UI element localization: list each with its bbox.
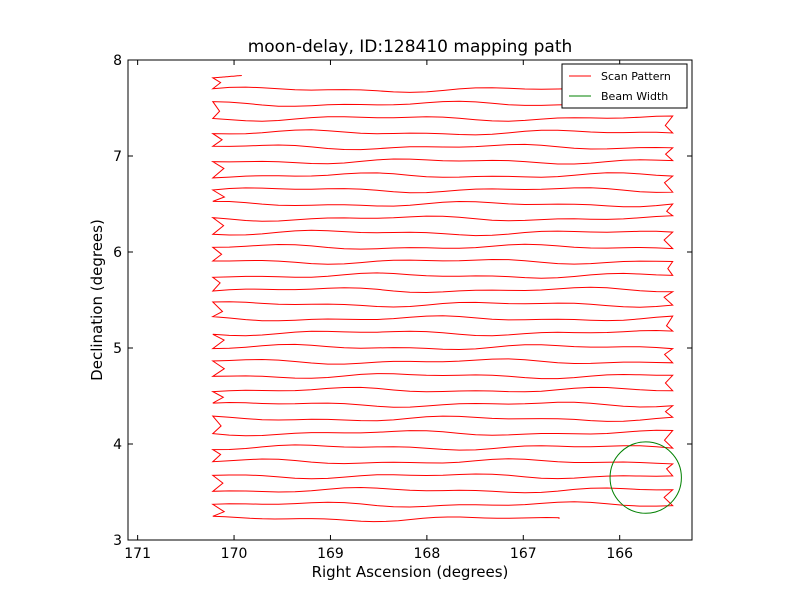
legend: Scan Pattern Beam Width [561, 63, 688, 109]
x-tick-label: 170 [221, 546, 248, 562]
beam-width-circle [609, 441, 682, 514]
x-tick-label: 166 [606, 546, 633, 562]
y-axis-label: Declination (degrees) [88, 219, 106, 381]
y-tick-label: 8 [113, 53, 122, 69]
y-tick-label: 7 [113, 149, 122, 165]
y-tick-label: 6 [113, 245, 122, 261]
y-tick-label: 4 [113, 437, 122, 453]
plot-frame [127, 59, 693, 541]
y-tick-label: 3 [113, 533, 122, 549]
y-tick-label: 5 [113, 341, 122, 357]
plot-layer [210, 75, 682, 523]
chart-title: moon-delay, ID:128410 mapping path [248, 37, 573, 57]
x-tick-label: 167 [510, 546, 537, 562]
x-tick-label: 169 [317, 546, 344, 562]
x-tick-label: 168 [414, 546, 441, 562]
tick-layer: 171 170 169 168 167 166 3 4 5 6 7 8 [113, 53, 692, 562]
legend-box [561, 63, 688, 109]
scan-pattern-line [210, 75, 675, 523]
x-tick-label: 171 [124, 546, 151, 562]
legend-beam-label: Beam Width [601, 90, 668, 103]
x-axis-label: Right Ascension (degrees) [312, 563, 509, 581]
legend-scan-label: Scan Pattern [601, 70, 671, 83]
